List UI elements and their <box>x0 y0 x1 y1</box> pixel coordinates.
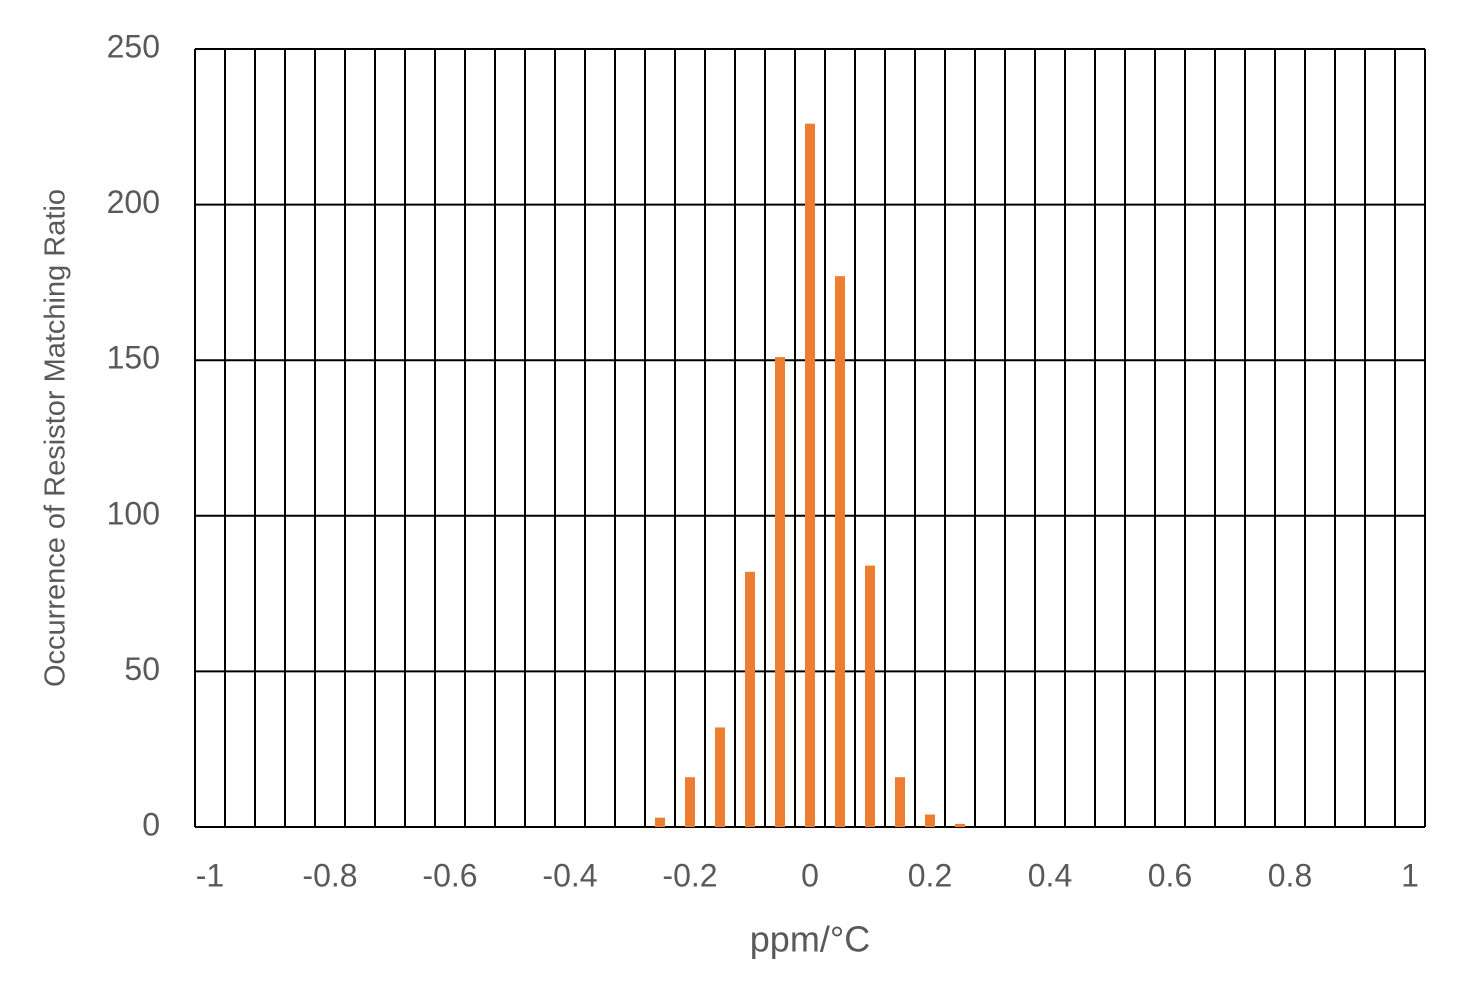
bar <box>895 777 905 827</box>
bar <box>865 565 875 827</box>
y-tick-label: 200 <box>107 184 160 220</box>
x-tick-label: 0.4 <box>1028 857 1072 893</box>
bar <box>685 777 695 827</box>
x-axis-title: ppm/°C <box>750 919 870 960</box>
bar <box>745 571 755 827</box>
y-axis-title: Occurrence of Resistor Matching Ratio <box>40 189 72 687</box>
x-tick-label: -0.8 <box>302 857 357 893</box>
bar <box>835 276 845 827</box>
x-tick-label: 0.6 <box>1148 857 1192 893</box>
x-tick-label: -1 <box>196 857 224 893</box>
x-tick-label: -0.2 <box>662 857 717 893</box>
x-tick-label: -0.6 <box>422 857 477 893</box>
bar <box>715 727 725 827</box>
y-tick-label: 250 <box>107 28 160 64</box>
x-tick-label: 1 <box>1401 857 1419 893</box>
y-tick-label: 50 <box>124 651 160 687</box>
y-tick-label: 100 <box>107 495 160 531</box>
y-tick-label: 0 <box>142 806 160 842</box>
bar <box>805 123 815 828</box>
x-tick-label: 0 <box>801 857 819 893</box>
x-tick-label: 0.2 <box>908 857 952 893</box>
x-tick-label: -0.4 <box>542 857 597 893</box>
bar <box>925 814 935 827</box>
bar <box>655 817 665 827</box>
x-tick-label: 0.8 <box>1268 857 1312 893</box>
bar <box>955 823 965 827</box>
bar <box>775 357 785 827</box>
y-tick-label: 150 <box>107 340 160 376</box>
